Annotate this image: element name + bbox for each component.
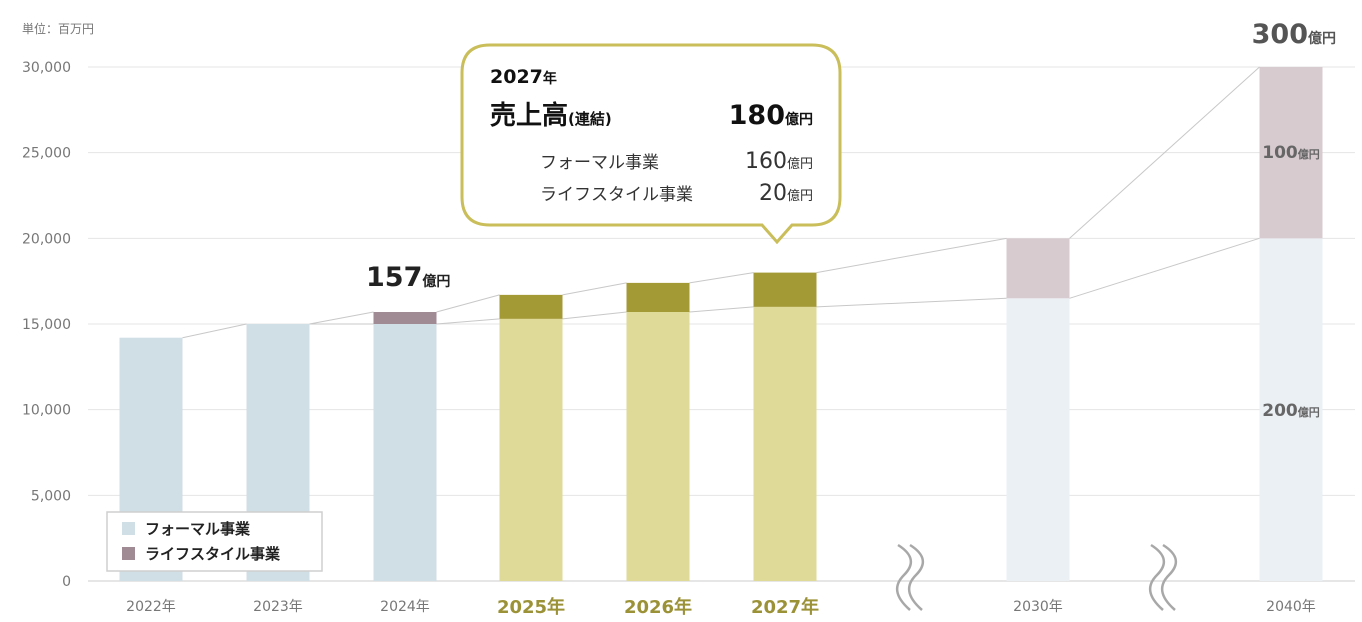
legend-label-formal: フォーマル事業 <box>145 520 251 538</box>
connector-line <box>816 297 1007 308</box>
legend-box <box>106 511 323 572</box>
connector-line <box>689 272 754 284</box>
connector-line <box>562 311 627 320</box>
annotation-2024-total: 157億円 <box>366 262 450 293</box>
callout-row-value: 160億円 <box>745 149 813 174</box>
unit-label: 単位：百万円 <box>22 21 94 36</box>
x-tick-label: 2027年 <box>751 596 819 618</box>
callout-title: 売上高(連結) <box>490 100 612 131</box>
connector-line <box>816 237 1007 274</box>
bar-formal-5 <box>753 306 817 581</box>
bar-formal-6 <box>1006 298 1070 581</box>
y-tick-label: 20,000 <box>22 231 71 247</box>
y-axis-ticks: 0 5,000 10,000 15,000 20,000 25,000 30,000 <box>22 60 71 590</box>
x-tick-label: 2040年 <box>1266 599 1316 615</box>
callout-bubble <box>460 43 842 245</box>
bar-lifestyle-3 <box>499 294 563 319</box>
connector-line <box>309 311 374 325</box>
bar-lifestyle-7 <box>1259 67 1323 239</box>
connector-line <box>689 306 754 313</box>
x-tick-label: 2023年 <box>253 599 303 615</box>
callout-row-label: ライフスタイル事業 <box>540 185 693 205</box>
annotation-2040-lifestyle: 100億円 <box>1262 143 1320 163</box>
x-tick-label: 2026年 <box>624 596 692 618</box>
callout-row-label: フォーマル事業 <box>540 153 659 173</box>
y-tick-label: 15,000 <box>22 317 71 333</box>
y-tick-label: 30,000 <box>22 60 71 76</box>
axis-breaks <box>896 543 1177 611</box>
x-tick-label: 2030年 <box>1013 599 1063 615</box>
connector-line <box>182 323 247 339</box>
connector-line <box>436 294 500 313</box>
y-tick-label: 0 <box>62 574 71 590</box>
connector-line <box>562 282 627 296</box>
callout-year: 2027年 <box>490 66 557 88</box>
bar-formal-3 <box>499 318 563 581</box>
legend: フォーマル事業 ライフスタイル事業 <box>106 511 323 572</box>
bar-lifestyle-6 <box>1006 238 1070 299</box>
x-tick-label: 2024年 <box>380 599 430 615</box>
axis-break-mark <box>1149 543 1165 611</box>
bar-lifestyle-5 <box>753 272 817 307</box>
x-tick-label: 2022年 <box>126 599 176 615</box>
annotation-2040-total: 300億円 <box>1252 19 1336 50</box>
bar-lifestyle-4 <box>626 282 690 313</box>
callout-row-value: 20億円 <box>759 181 813 206</box>
connector-line <box>436 318 500 325</box>
axis-break-mark <box>896 543 912 611</box>
axis-break-mark <box>908 543 924 611</box>
bar-lifestyle-2 <box>373 312 437 324</box>
y-tick-label: 5,000 <box>31 488 71 504</box>
legend-swatch-lifestyle <box>122 547 135 560</box>
axis-break-mark <box>1161 543 1177 611</box>
callout-2027: 2027年 売上高(連結) 180億円 フォーマル事業 160億円 ライフスタイ… <box>460 43 842 245</box>
connector-line <box>1069 66 1260 239</box>
y-tick-label: 10,000 <box>22 403 71 419</box>
x-tick-label: 2025年 <box>497 596 565 618</box>
bar-formal-4 <box>626 312 690 581</box>
bar-formal-2 <box>373 324 437 581</box>
y-tick-label: 25,000 <box>22 146 71 162</box>
x-axis-labels: 2022年 2023年 2024年 2025年 2026年 2027年 2030年 2040年 <box>126 596 1316 618</box>
legend-swatch-formal <box>122 522 135 535</box>
connector-lines <box>182 66 1260 339</box>
callout-total: 180億円 <box>729 100 813 131</box>
legend-label-lifestyle: ライフスタイル事業 <box>145 545 281 563</box>
connector-line <box>1069 237 1260 299</box>
bar-formal-7 <box>1259 238 1323 582</box>
annotation-2040-formal: 200億円 <box>1262 401 1320 421</box>
